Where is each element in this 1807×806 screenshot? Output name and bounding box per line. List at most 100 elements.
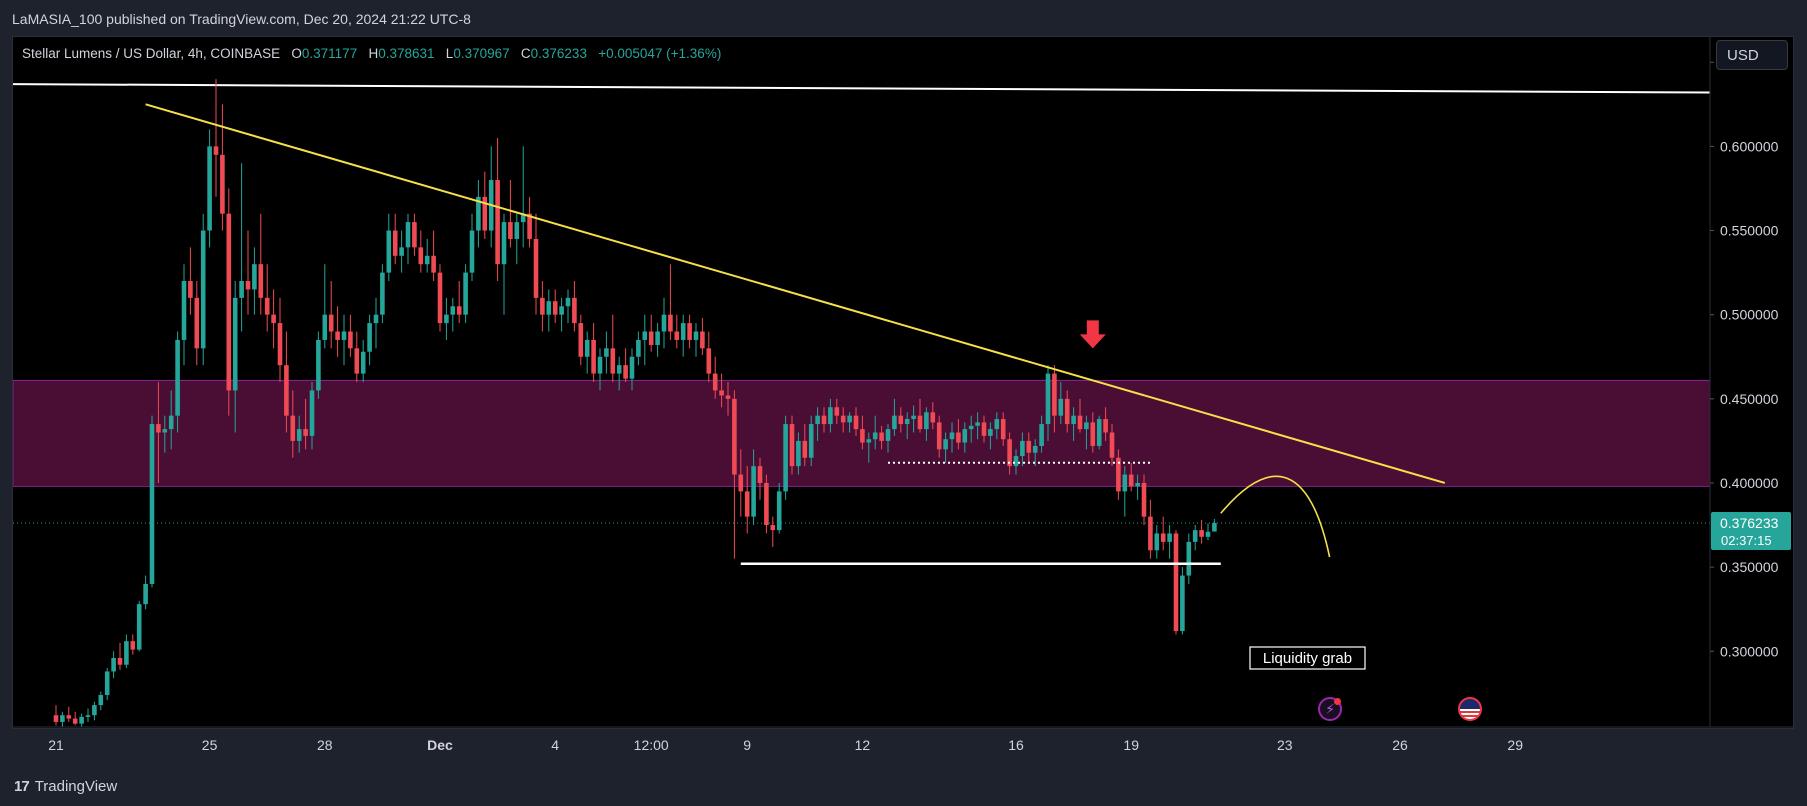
y-tick-label: 0.400000 [1720, 475, 1779, 491]
candle-body [834, 407, 840, 416]
candle-body [450, 306, 456, 315]
candle-body [130, 641, 136, 650]
candle-body [501, 222, 507, 265]
candle-body [853, 415, 859, 430]
candle-body [975, 422, 980, 426]
candle-body [258, 264, 264, 298]
x-tick-label: 12:00 [634, 737, 669, 753]
plot-area: Liquidity grab [13, 79, 1710, 727]
y-tick-label: 0.500000 [1720, 307, 1779, 323]
candle-body [124, 641, 129, 665]
candle-body [712, 373, 718, 391]
candle-body [284, 365, 289, 416]
candle-body [495, 180, 500, 265]
candle-body [175, 339, 180, 416]
candle-body [917, 415, 923, 430]
projection-curve [1220, 475, 1331, 558]
candle-body [949, 432, 955, 440]
close-label: C [520, 46, 531, 61]
candle-body [898, 415, 904, 425]
close-value: 0.376233 [530, 46, 587, 61]
candle-body [117, 658, 123, 665]
candle-body [1007, 439, 1012, 467]
candle-body [431, 255, 436, 273]
candle-body [552, 301, 558, 315]
candle-body [1090, 422, 1096, 446]
candle-body [1109, 432, 1115, 458]
candle-body [738, 474, 744, 492]
candle-body [354, 348, 360, 374]
candle-body [668, 314, 673, 332]
candle-body [802, 440, 808, 458]
candle-body [367, 323, 372, 352]
candle-body [796, 440, 801, 467]
candle-body [994, 419, 1000, 430]
descending-trendline [145, 103, 1446, 484]
candle-body [981, 422, 987, 436]
y-tick-label: 0.450000 [1720, 391, 1779, 407]
candle-body [277, 323, 283, 366]
candle-body [776, 491, 782, 531]
candle-body [341, 331, 347, 340]
candle-body [482, 196, 488, 231]
candle-body [680, 323, 686, 340]
candle-body [911, 415, 916, 420]
candle-body [1167, 533, 1172, 542]
candle-body [239, 281, 244, 298]
candle-body [380, 272, 385, 315]
footer: 17 TradingView [0, 766, 1807, 806]
candle-body [642, 331, 648, 340]
candle-body [1058, 398, 1064, 416]
price-chart[interactable]: Liquidity grab0.6500000.6000000.5500000.… [0, 0, 1807, 766]
x-tick-label: 25 [202, 737, 218, 753]
candle-body [578, 323, 584, 357]
candle-body [66, 715, 72, 719]
candle-body [885, 429, 891, 441]
candle-body [104, 671, 110, 696]
lightning-event-icon[interactable]: ⚡ [1318, 697, 1342, 721]
candle-body [943, 439, 948, 450]
candle-body [892, 415, 897, 430]
x-tick-label: Dec [427, 737, 453, 753]
candle-body [815, 415, 820, 425]
candle-body [1160, 533, 1166, 542]
candle-body [520, 213, 526, 223]
x-tick-label: 26 [1392, 737, 1408, 753]
current-price-tag [1711, 511, 1791, 550]
candle-body [1103, 419, 1108, 433]
candle-body [200, 230, 206, 349]
candle-body [220, 154, 225, 214]
symbol-description[interactable]: Stellar Lumens / US Dollar, 4h, COINBASE [22, 46, 281, 61]
candle-body [648, 331, 654, 345]
y-tick-label: 0.550000 [1720, 223, 1779, 239]
candle-body [1096, 419, 1102, 446]
candle-body [693, 331, 699, 340]
candle-body [92, 705, 97, 716]
candle-body [764, 482, 769, 526]
candle-body [546, 301, 552, 315]
currency-button[interactable]: USD [1716, 40, 1788, 70]
candle-body [156, 424, 161, 433]
candle-body [213, 146, 219, 155]
candle-body [744, 491, 750, 517]
candle-body [783, 424, 788, 492]
candle-body [1135, 482, 1140, 487]
liquidity-grab-label: Liquidity grab [1263, 650, 1352, 667]
candle-body [904, 419, 910, 425]
candle-body [872, 432, 878, 440]
publish-info: LaMASIA_100 published on TradingView.com… [12, 11, 471, 27]
candle-body [1020, 440, 1025, 457]
candle-body [303, 429, 308, 436]
candle-body [840, 415, 846, 423]
candle-body [591, 339, 596, 374]
y-tick-label: 0.350000 [1720, 559, 1779, 575]
candle-body [533, 238, 539, 298]
us-flag-event-icon[interactable] [1458, 697, 1482, 721]
x-tick-label: 12 [855, 737, 871, 753]
tradingview-logo[interactable]: 17 TradingView [14, 776, 117, 796]
candle-body [514, 222, 520, 239]
candle-body [188, 281, 193, 298]
low-value: 0.370967 [453, 46, 510, 61]
candle-body [418, 247, 424, 265]
candle-body [1186, 541, 1192, 576]
